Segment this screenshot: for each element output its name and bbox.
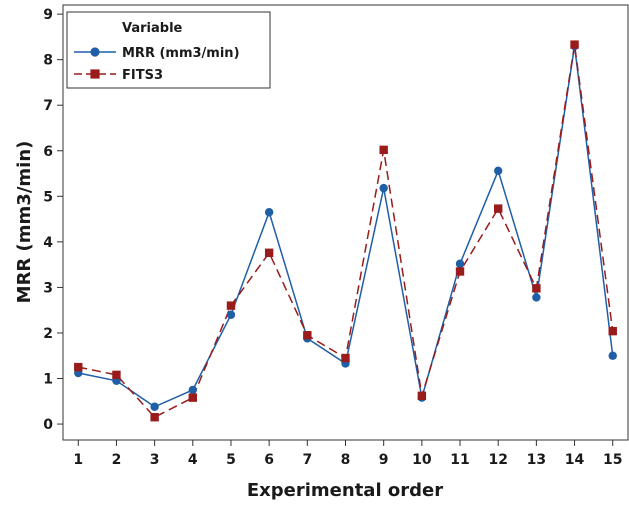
y-tick-label: 1 [43, 372, 53, 388]
series-2-point [226, 301, 236, 310]
series-2-point [341, 353, 350, 363]
series-2-point [303, 331, 312, 340]
series-2-point [379, 145, 388, 155]
y-tick-label: 7 [43, 98, 53, 114]
series-2-point [188, 393, 197, 402]
x-axis-title: Experimental order [247, 480, 443, 501]
y-tick-label: 3 [43, 280, 53, 296]
y-tick-label: 6 [43, 144, 53, 160]
x-tick-label: 13 [527, 452, 546, 468]
series-1-point [188, 385, 197, 395]
y-tick-label: 5 [43, 189, 53, 205]
series-2-point [455, 267, 465, 276]
series-2-point [570, 40, 579, 49]
x-axis-ticks: 1 2 3 4 5 6 7 8 9 10 11 12 13 14 15 [73, 440, 622, 468]
series-2-point [608, 326, 617, 336]
series-1-point [264, 208, 274, 217]
y-tick-label: 9 [43, 7, 53, 23]
series-2-point [112, 370, 121, 380]
x-tick-label: 3 [150, 452, 160, 468]
x-tick-label: 5 [226, 452, 236, 468]
legend-title: Variable [122, 21, 183, 36]
x-tick-label: 2 [112, 452, 122, 468]
x-tick-label: 7 [302, 452, 312, 468]
y-axis-ticks: 0 1 2 3 4 5 6 7 8 9 [43, 7, 63, 433]
series-2-point [74, 362, 83, 372]
legend-entries: MRR (mm3/min) FITS3 [74, 46, 240, 83]
x-tick-label: 8 [341, 452, 351, 468]
series-2-point [494, 204, 503, 213]
series-1-point [494, 166, 503, 176]
series-layer [74, 40, 617, 422]
legend-box [66, 11, 271, 89]
series-1-point [532, 293, 541, 302]
x-tick-label: 11 [450, 452, 469, 468]
legend-marker-2 [90, 69, 100, 79]
legend: Variable MRR (mm3/min) FITS3 [66, 11, 271, 89]
y-tick-label: 0 [43, 417, 53, 433]
series-2-point [417, 391, 427, 401]
series-1-point [150, 402, 159, 411]
series-1-point [455, 259, 465, 268]
series-1-point [379, 183, 388, 193]
legend-label-2: FITS3 [122, 68, 163, 83]
x-tick-label: 4 [188, 452, 198, 468]
y-tick-label: 8 [43, 53, 53, 69]
x-tick-label: 15 [603, 452, 622, 468]
legend-marker-1 [90, 47, 100, 57]
x-tick-label: 1 [73, 452, 83, 468]
series-2-point [150, 413, 159, 422]
series-1-point [226, 310, 236, 319]
x-tick-label: 6 [264, 452, 274, 468]
series-2-point [532, 284, 541, 293]
x-tick-label: 12 [488, 452, 507, 468]
series-2-point [264, 248, 274, 257]
x-tick-label: 9 [379, 452, 389, 468]
y-tick-label: 2 [43, 326, 53, 342]
x-tick-label: 10 [412, 452, 432, 468]
series-1-point [608, 351, 617, 360]
legend-label-1: MRR (mm3/min) [122, 46, 240, 61]
y-tick-label: 4 [43, 235, 53, 251]
x-tick-label: 14 [565, 452, 585, 468]
y-axis-title: MRR (mm3/min) [14, 141, 35, 304]
